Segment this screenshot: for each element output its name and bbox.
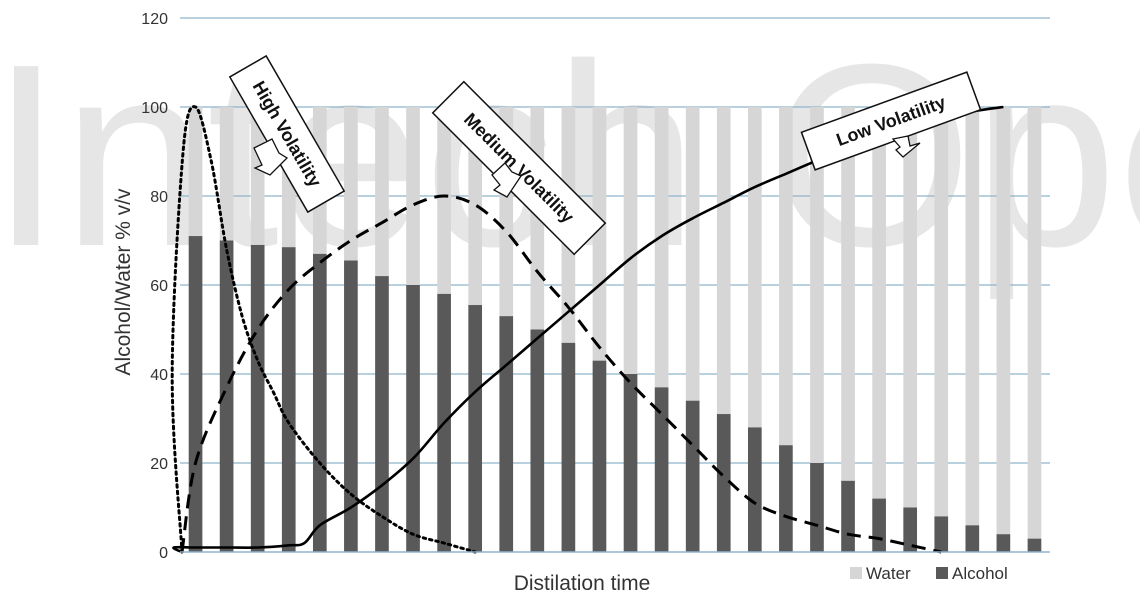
bar-alcohol: [654, 387, 669, 552]
curve-medium-volatility: [180, 194, 942, 554]
legend-label-water: Water: [866, 564, 911, 583]
bar-alcohol: [934, 516, 949, 552]
bar-alcohol: [810, 463, 824, 552]
y-tick-label: 100: [141, 100, 168, 117]
bar-alcohol: [406, 285, 420, 552]
bar-alcohol: [499, 316, 514, 552]
curve-high-volatility: [170, 105, 477, 554]
bar-alcohol: [903, 507, 918, 552]
bar-water: [903, 107, 918, 508]
bar-water: [375, 107, 389, 277]
bar-alcohol: [965, 525, 980, 552]
bar-alcohol: [468, 305, 483, 552]
y-tick-label: 20: [150, 456, 168, 473]
callout-high-volatility-arrow: [253, 138, 289, 176]
bar-water: [188, 107, 203, 237]
bar-water: [685, 107, 700, 401]
callout-low-volatility: Low Volatility: [800, 71, 982, 171]
bar-alcohol: [1027, 538, 1042, 552]
y-tick-labels: 0 20 40 60 80 100 120: [141, 11, 168, 562]
bar-water: [406, 107, 420, 285]
bar-alcohol: [188, 236, 203, 553]
bar-alcohol: [281, 247, 296, 553]
bar-water: [250, 107, 265, 245]
bar-water: [779, 107, 793, 446]
y-tick-label: 0: [159, 545, 168, 562]
bar-alcohol: [623, 374, 638, 552]
bar-water: [592, 107, 607, 361]
bar-water: [716, 107, 731, 415]
bar-water: [965, 107, 980, 526]
legend-swatch-water: [850, 567, 862, 579]
legend-label-alcohol: Alcohol: [952, 564, 1008, 583]
bar-water: [219, 107, 234, 241]
bar-water: [623, 107, 638, 374]
bar-water: [934, 107, 949, 517]
bar-water: [872, 107, 886, 499]
bar-alcohol: [530, 329, 545, 552]
bar-alcohol: [779, 445, 793, 552]
y-tick-label: 80: [150, 189, 168, 206]
bar-water: [810, 107, 824, 463]
y-axis-title: Alcohol/Water % v/v: [112, 188, 135, 376]
bar-alcohol: [250, 244, 265, 552]
bar-alcohol: [747, 427, 762, 552]
bar-alcohol: [996, 534, 1011, 552]
bar-water: [654, 107, 669, 388]
bar-alcohol: [561, 342, 576, 552]
bar-alcohol: [685, 400, 700, 552]
bar-water: [747, 107, 762, 428]
y-tick-label: 120: [141, 11, 168, 28]
x-axis-title: Distilation time: [514, 572, 651, 595]
callout-low-volatility-arrow: [891, 135, 921, 158]
callout-high-volatility: High Volatility: [228, 54, 346, 214]
bar-alcohol: [841, 480, 855, 552]
bar-alcohol: [716, 414, 731, 552]
bar-water: [841, 107, 855, 481]
bar-alcohol: [375, 276, 389, 552]
bar-water: [1027, 107, 1042, 539]
bar-alcohol: [872, 498, 886, 552]
bar-alcohol: [592, 360, 607, 552]
bar-alcohol: [219, 240, 234, 552]
bar-alcohol: [312, 253, 327, 552]
bar-water: [437, 107, 451, 294]
bar-water: [996, 107, 1011, 535]
bar-alcohol: [344, 260, 358, 552]
y-tick-label: 60: [150, 278, 168, 295]
y-tick-label: 40: [150, 367, 168, 384]
legend-swatch-alcohol: [936, 567, 948, 579]
legend: Water Alcohol: [850, 564, 1008, 583]
bar-water: [344, 107, 358, 261]
callout-medium-volatility-arrow: [491, 162, 522, 198]
